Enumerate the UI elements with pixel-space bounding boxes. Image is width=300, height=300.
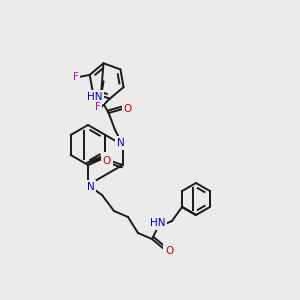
Text: O: O — [124, 104, 132, 114]
Text: O: O — [103, 156, 111, 166]
Text: HN: HN — [150, 218, 166, 228]
Text: F: F — [95, 102, 101, 112]
Text: N: N — [87, 182, 95, 192]
Text: O: O — [103, 154, 111, 164]
Text: N: N — [117, 138, 124, 148]
Text: O: O — [165, 246, 173, 256]
Text: HN: HN — [87, 92, 102, 102]
Text: F: F — [73, 72, 79, 82]
